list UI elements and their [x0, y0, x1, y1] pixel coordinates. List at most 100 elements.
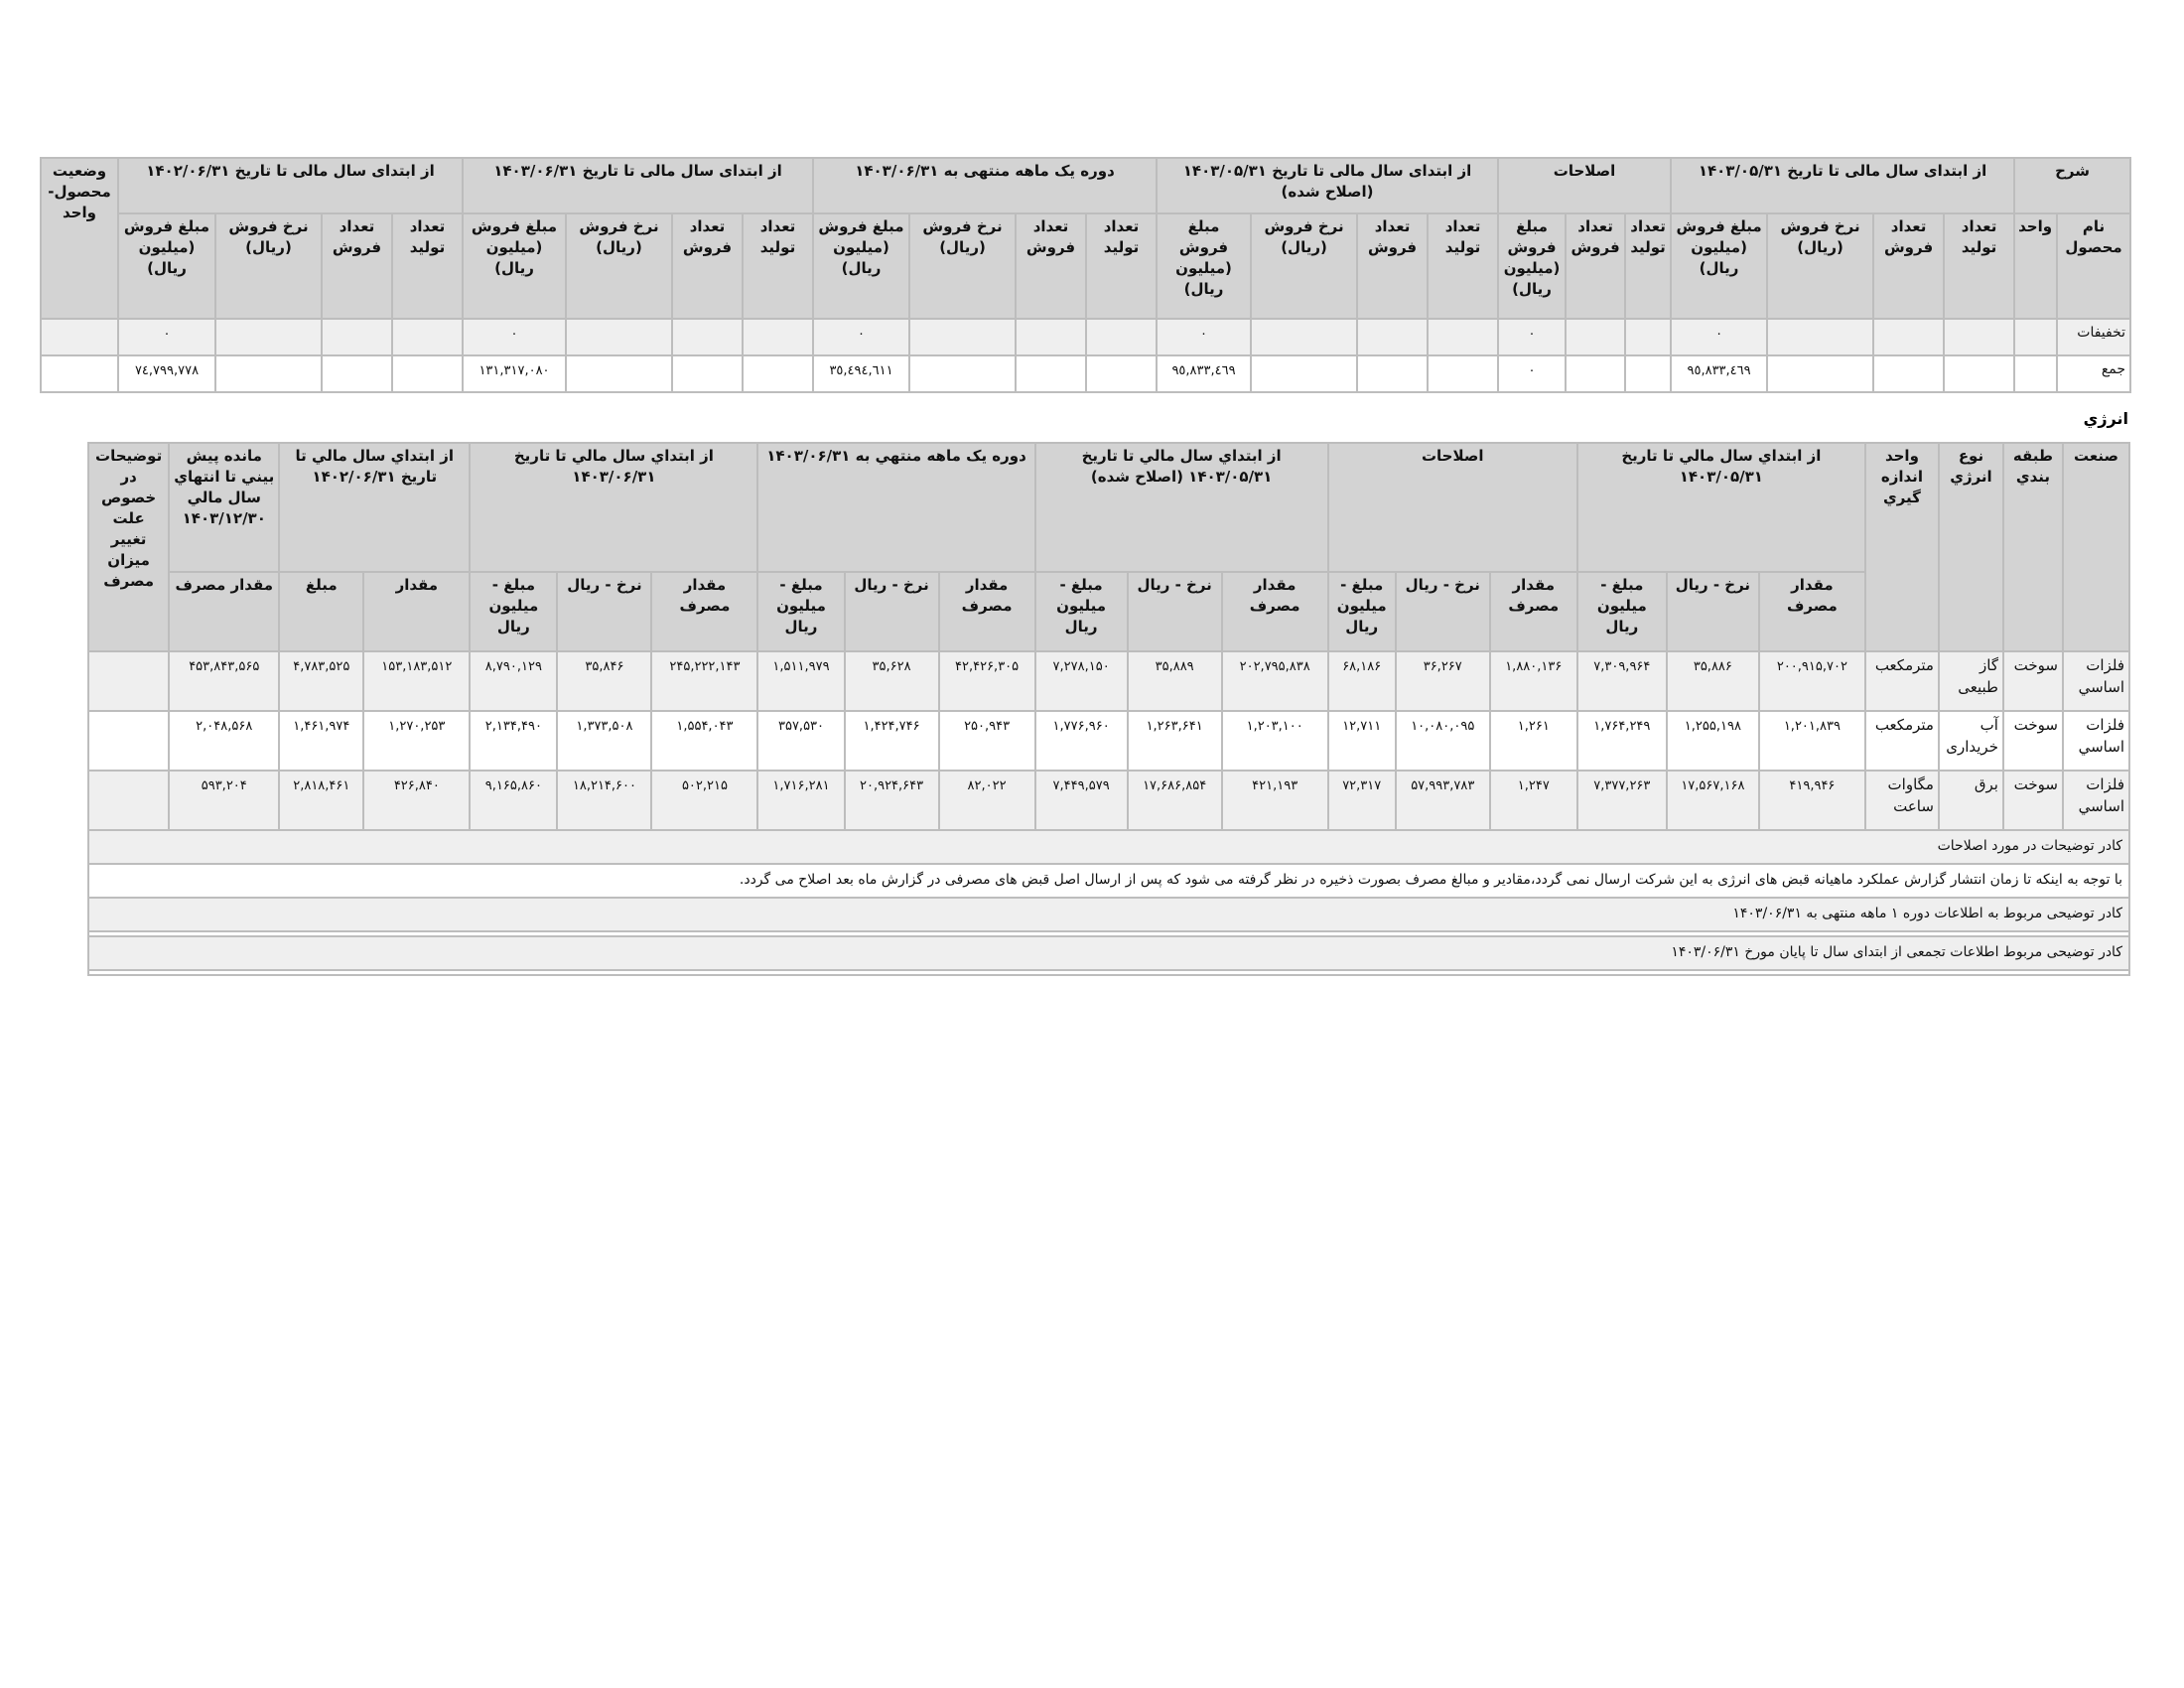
- table-cell: ٩٥,٨٣٣,٤٦٩: [1670, 354, 1769, 393]
- table-cell: ٩٥,٨٣٣,٤٦٩: [1156, 354, 1253, 393]
- group-header: دوره يک ماهه منتهي به ۱۴۰۳/۰۶/۳۱: [756, 442, 1036, 573]
- table-cell: ۱,۵۵۴,۰۴۳: [650, 710, 759, 772]
- table-cell: [1943, 354, 2016, 393]
- column-header: نرخ - ريال: [1126, 571, 1223, 652]
- row-label: تخفیفات: [2056, 318, 2132, 356]
- column-header: مقدار مصرف: [1757, 571, 1866, 652]
- table-cell: ۳۶,۲۶۷: [1394, 650, 1491, 712]
- column-header: تعداد تولید: [1427, 212, 1500, 320]
- table-cell: [86, 770, 171, 831]
- note-text: کادر توضيحی مربوط به اطلاعات دوره ۱ ماهه…: [87, 897, 2130, 932]
- table-cell: [40, 354, 119, 393]
- header-row-columns: نام محصول واحد تعداد تولید تعداد فروش نرخ فر…: [41, 212, 2132, 320]
- table-cell: [2013, 354, 2059, 393]
- column-header: مبلغ فروش (میلیون ریال): [117, 212, 216, 320]
- column-header: مبلغ: [278, 571, 365, 652]
- column-header: تعداد تولید: [1085, 212, 1159, 320]
- column-header: نام محصول: [2056, 212, 2132, 320]
- row-label: سوخت: [2001, 770, 2064, 831]
- table-cell: ۷,۳۷۷,۲۶۳: [1575, 770, 1668, 831]
- table-cell: ۱۷,۶۸۶,۸۵۴: [1126, 770, 1223, 831]
- column-header: مبلغ فروش (میلیون ریال): [1497, 212, 1568, 320]
- column-header: مقدار مصرف: [650, 571, 759, 652]
- table-cell: ۵۹۳,۲۰۴: [168, 770, 281, 831]
- table-cell: [86, 710, 171, 772]
- column-header: نرخ فروش (ریال): [565, 212, 673, 320]
- column-header: تعداد تولید: [742, 212, 814, 320]
- group-header: از ابتدای سال مالی تا تاریخ ۱۴۰۳/۰۵/۳۱ (…: [1156, 157, 1500, 214]
- column-header: تعداد فروش: [1565, 212, 1627, 320]
- table-cell: ٣٥,٤٩٤,٦١١: [811, 354, 911, 393]
- note-text: با توجه به اينکه تا زمان انتشار گزارش عم…: [87, 863, 2130, 899]
- table-cell: [1872, 354, 1946, 393]
- row-label: مگاوات ساعت: [1863, 770, 1940, 831]
- table-cell: ۲,۰۴۸,۵۶۸: [168, 710, 281, 772]
- table-cell: ١٣١,٣١٧,٠٨٠: [462, 354, 567, 393]
- column-header: واحد اندازه گيري: [1863, 442, 1940, 652]
- column-header: تعداد فروش: [1872, 212, 1946, 320]
- header-row-columns: مقدار مصرف نرخ - ريال مبلغ - ميليون ريال مق…: [88, 571, 2129, 652]
- table-cell: [742, 354, 814, 393]
- table-cell: [1624, 354, 1673, 393]
- table-cell: [1565, 318, 1627, 356]
- column-header: مبلغ فروش (میلیون ریال): [462, 212, 567, 320]
- note-text: [87, 930, 2130, 937]
- table-cell: [391, 318, 464, 356]
- column-header: مبلغ - ميليون ريال: [469, 571, 559, 652]
- table-cell: ۳۵,۸۸۶: [1665, 650, 1760, 712]
- row-label: سوخت: [2001, 710, 2064, 772]
- column-header: نرخ - ريال: [1394, 571, 1491, 652]
- table-cell: [742, 318, 814, 356]
- row-label: جمع: [2056, 354, 2132, 393]
- group-header: وضعیت محصول- واحد: [40, 157, 119, 320]
- table-row: جمع ٩٥,٨٣٣,٤٦٩ ٠ ٩٥,٨٣٣,٤٦٩ ٣٥,٤٩٤,٦١١ ١٣١,٣١…: [40, 354, 2132, 393]
- table-row: فلزات اساسي سوخت برق مگاوات ساعت ۴۱۹,۹۴۶ ۱۷,۵…: [86, 770, 2131, 831]
- table-cell: [565, 354, 673, 393]
- table-cell: ٧٤,٧٩٩,٧٧٨: [117, 354, 216, 393]
- table-cell: ۱,۲۴۷: [1488, 770, 1578, 831]
- note-text: کادر توضيحات در مورد اصلاحات: [87, 829, 2130, 865]
- note-row: کادر توضيحی مربوط به اطلاعات دوره ۱ ماهه…: [87, 897, 2130, 932]
- group-header: توضيحات در خصوص علت تغيير ميزان مصرف: [86, 442, 171, 652]
- table-cell: [1943, 318, 2016, 356]
- note-row: [87, 969, 2130, 976]
- table-cell: ۲۰۲,۷۹۵,۸۳۸: [1220, 650, 1329, 712]
- table-cell: ۱,۷۷۶,۹۶۰: [1033, 710, 1129, 772]
- table-cell: ۱,۷۱۶,۲۸۱: [756, 770, 846, 831]
- table-cell: ۲,۱۳۴,۴۹۰: [469, 710, 559, 772]
- column-header: تعداد فروش: [1015, 212, 1088, 320]
- table-cell: [86, 650, 171, 712]
- column-header: مقدار مصرف: [1220, 571, 1329, 652]
- table-row: تخفیفات ٠ ٠ ٠ ٠ ٠ ٠: [40, 318, 2132, 356]
- table-cell: ۱,۲۷۰,۲۵۳: [362, 710, 472, 772]
- table-cell: ۱,۸۸۰,۱۳۶: [1488, 650, 1578, 712]
- table-cell: [391, 354, 464, 393]
- group-header: از ابتدای سال مالی تا تاریخ ۱۴۰۲/۰۶/۳۱: [117, 157, 464, 214]
- header-row-groups: صنعت طبقه بندي نوع انرژي واحد اندازه گيري از…: [86, 442, 2131, 652]
- table-cell: ۱,۴۲۴,۷۴۶: [843, 710, 940, 772]
- table-cell: ٠: [1497, 354, 1568, 393]
- column-header: تعداد فروش: [671, 212, 744, 320]
- note-row: کادر توضيحی مربوط اطلاعات تجمعی از ابتدا…: [87, 935, 2130, 971]
- table-cell: ۲۴۵,۲۲۲,۱۴۳: [650, 650, 759, 712]
- table-cell: [321, 318, 393, 356]
- energy-section-title: انرژي: [2083, 409, 2128, 428]
- table-cell: ٠: [1670, 318, 1769, 356]
- table-cell: [671, 354, 744, 393]
- table-cell: ۴۲۶,۸۴۰: [362, 770, 472, 831]
- table-cell: [908, 318, 1018, 356]
- table-cell: ۱,۲۰۳,۱۰۰: [1220, 710, 1329, 772]
- table-cell: ٠: [1156, 318, 1253, 356]
- table-cell: ۱۲,۷۱۱: [1326, 710, 1397, 772]
- table-cell: ٠: [117, 318, 216, 356]
- table-cell: [1427, 318, 1500, 356]
- row-label: آب خريداری: [1937, 710, 2004, 772]
- column-header: مبلغ فروش (میلیون ریال): [1670, 212, 1769, 320]
- table-cell: [908, 354, 1018, 393]
- table-cell: ۴۱۹,۹۴۶: [1757, 770, 1866, 831]
- table-cell: ۱,۲۵۵,۱۹۸: [1665, 710, 1760, 772]
- table-cell: ۱۷,۵۶۷,۱۶۸: [1665, 770, 1760, 831]
- table-cell: [321, 354, 393, 393]
- table-cell: ۱,۴۶۱,۹۷۴: [278, 710, 365, 772]
- table-cell: ۱۵۳,۱۸۳,۵۱۲: [362, 650, 472, 712]
